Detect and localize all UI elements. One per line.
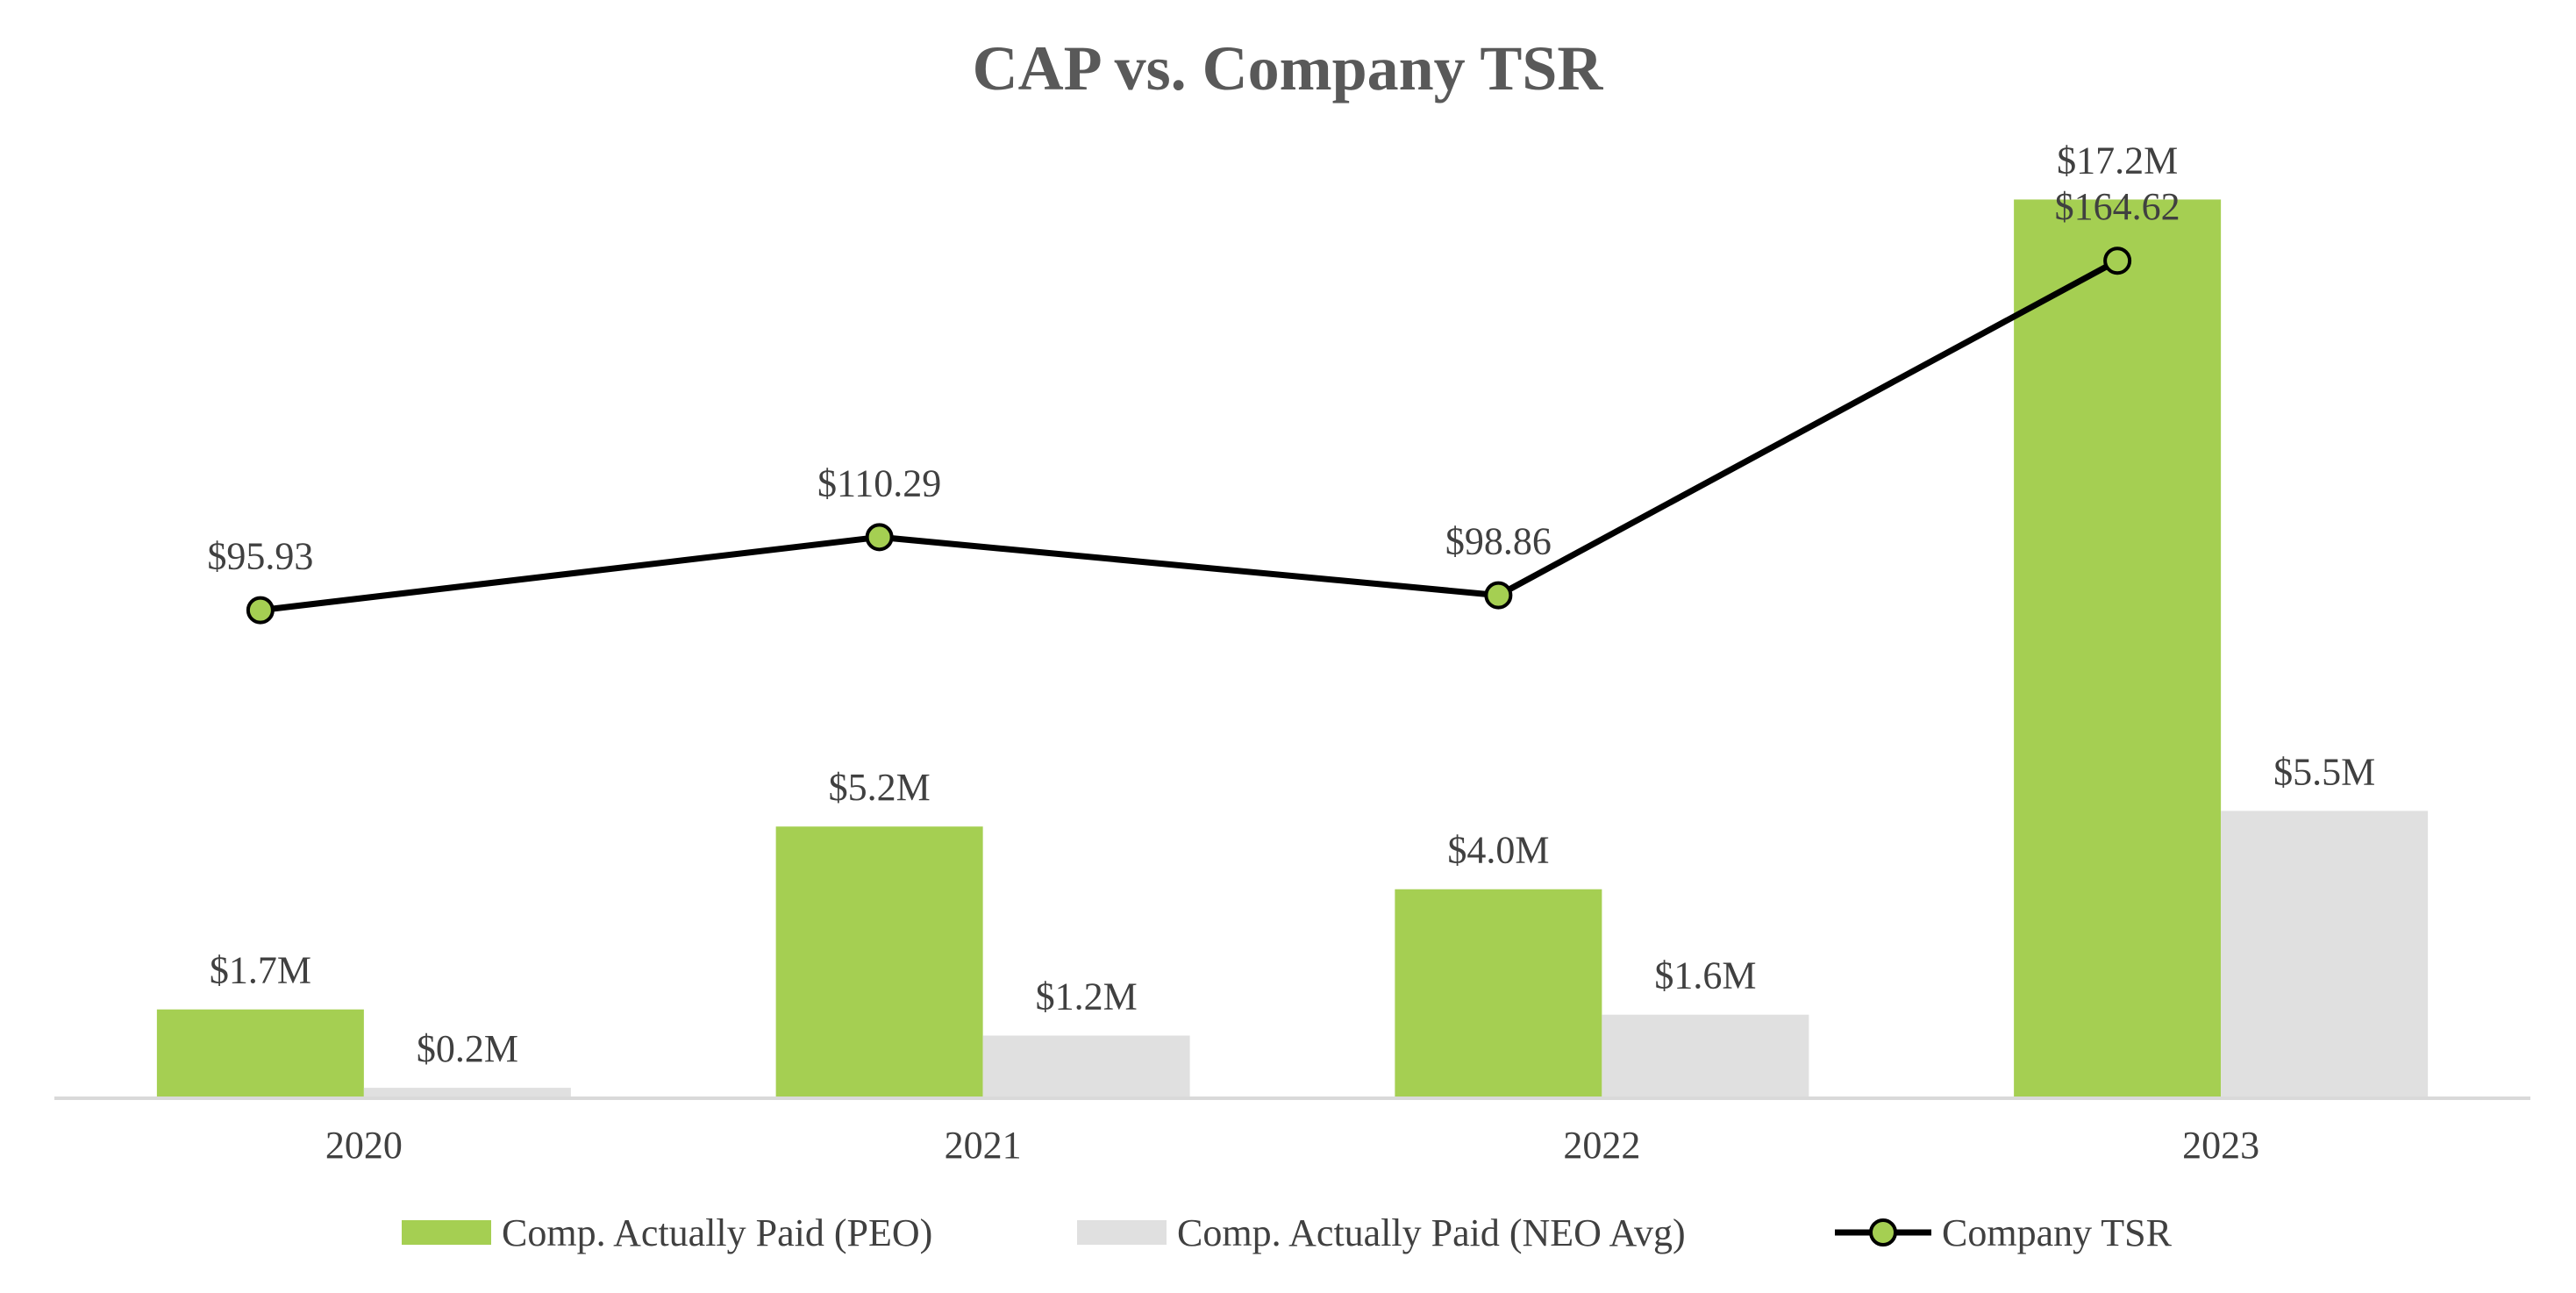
- legend-marker: [1869, 1218, 1897, 1247]
- tsr-data-label: $98.86: [1445, 520, 1552, 563]
- tsr-point-2021: [865, 523, 894, 552]
- bar-data-label: $1.7M: [210, 949, 311, 992]
- data-labels-layer: $1.7M $5.2M $4.0M $17.2M $0.2M $1.2M $1.6M $5.5…: [207, 139, 2375, 1070]
- tsr-point-2020: [246, 596, 275, 625]
- legend-swatch-0: [402, 1220, 491, 1245]
- bar-neo-2021: [982, 1035, 1190, 1098]
- legend-label: Comp. Actually Paid (PEO): [502, 1211, 932, 1254]
- tsr-point-2022: [1484, 581, 1513, 610]
- bar-peo-2021: [775, 826, 983, 1098]
- x-tick-labels: 2020 2021 2022 2023: [325, 1124, 2259, 1167]
- tsr-data-label: $95.93: [207, 535, 313, 578]
- tsr-point-2023: [2103, 246, 2132, 275]
- x-tick-label: 2023: [2182, 1124, 2259, 1167]
- bar-data-label: $5.2M: [829, 766, 931, 809]
- bar-data-label: $5.5M: [2273, 750, 2375, 793]
- legend-label: Company TSR: [1942, 1211, 2173, 1254]
- bar-neo-2023: [2221, 811, 2429, 1098]
- bars-layer: [156, 199, 2429, 1098]
- bar-peo-2020: [156, 1009, 364, 1098]
- legend-swatch-1: [1077, 1220, 1167, 1245]
- x-tick-label: 2022: [1563, 1124, 1640, 1167]
- bar-data-label: $4.0M: [1447, 829, 1549, 872]
- tsr-line-layer: [246, 246, 2132, 625]
- chart-title: CAP vs. Company TSR: [973, 33, 1604, 104]
- bar-peo-2023: [2014, 199, 2222, 1098]
- tsr-data-label: $164.62: [2055, 185, 2180, 228]
- x-tick-label: 2021: [945, 1124, 1022, 1167]
- bar-peo-2022: [1395, 889, 1602, 1098]
- bar-data-label: $17.2M: [2057, 139, 2178, 182]
- bar-neo-2020: [363, 1088, 571, 1098]
- x-tick-label: 2020: [325, 1124, 403, 1167]
- bar-neo-2022: [1602, 1014, 1809, 1098]
- legend: Comp. Actually Paid (PEO) Comp. Actually …: [402, 1211, 2173, 1254]
- legend-label: Comp. Actually Paid (NEO Avg): [1177, 1211, 1686, 1254]
- bar-data-label: $1.2M: [1036, 975, 1138, 1018]
- bar-data-label: $0.2M: [417, 1027, 518, 1070]
- bar-data-label: $1.6M: [1654, 954, 1756, 997]
- tsr-data-label: $110.29: [817, 461, 941, 504]
- tsr-line: [260, 258, 2119, 614]
